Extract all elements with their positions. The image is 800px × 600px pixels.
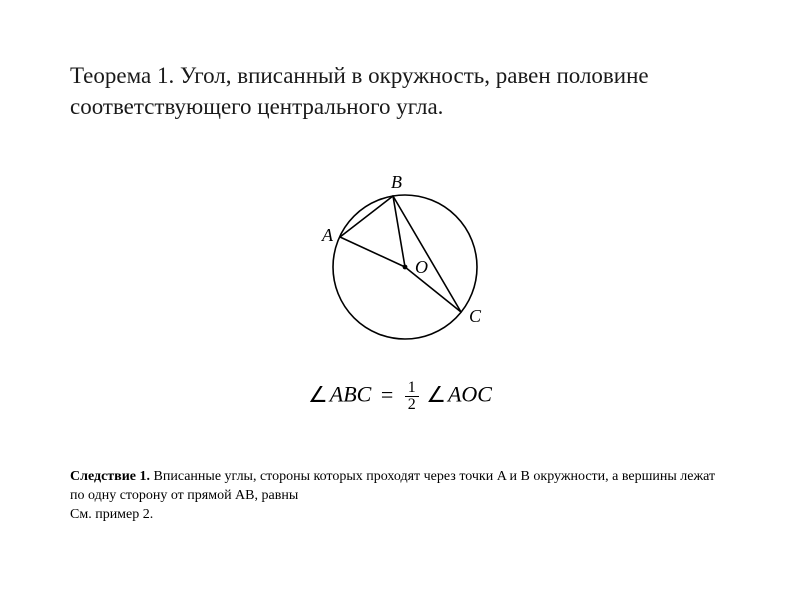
fraction-denominator: 2 xyxy=(405,397,419,413)
svg-text:O: O xyxy=(415,257,428,277)
inscribed-angle-diagram: O A B C xyxy=(285,147,515,367)
equals-sign: = xyxy=(377,382,397,407)
svg-text:A: A xyxy=(321,225,334,245)
formula: ∠ABC = 1 2 ∠AOC xyxy=(70,380,730,413)
svg-text:C: C xyxy=(469,306,482,326)
corollary-lead: Следствие 1. xyxy=(70,469,150,484)
fraction-half: 1 2 xyxy=(403,380,421,413)
formula-rhs: AOC xyxy=(448,382,492,407)
corollary-body: Вписанные углы, стороны которых проходят… xyxy=(70,469,715,503)
formula-lhs: ABC xyxy=(330,382,372,407)
angle-symbol-1: ∠ xyxy=(308,382,330,407)
corollary-see: См. пример 2. xyxy=(70,507,153,522)
fraction-numerator: 1 xyxy=(405,380,419,397)
diagram-container: O A B C xyxy=(70,147,730,372)
svg-text:B: B xyxy=(391,172,402,192)
angle-symbol-2: ∠ xyxy=(426,382,448,407)
slide-page: Теорема 1. Угол, вписанный в окружность,… xyxy=(0,0,800,600)
corollary-block: Следствие 1. Вписанные углы, стороны кот… xyxy=(70,468,730,525)
theorem-text: Теорема 1. Угол, вписанный в окружность,… xyxy=(70,60,730,122)
